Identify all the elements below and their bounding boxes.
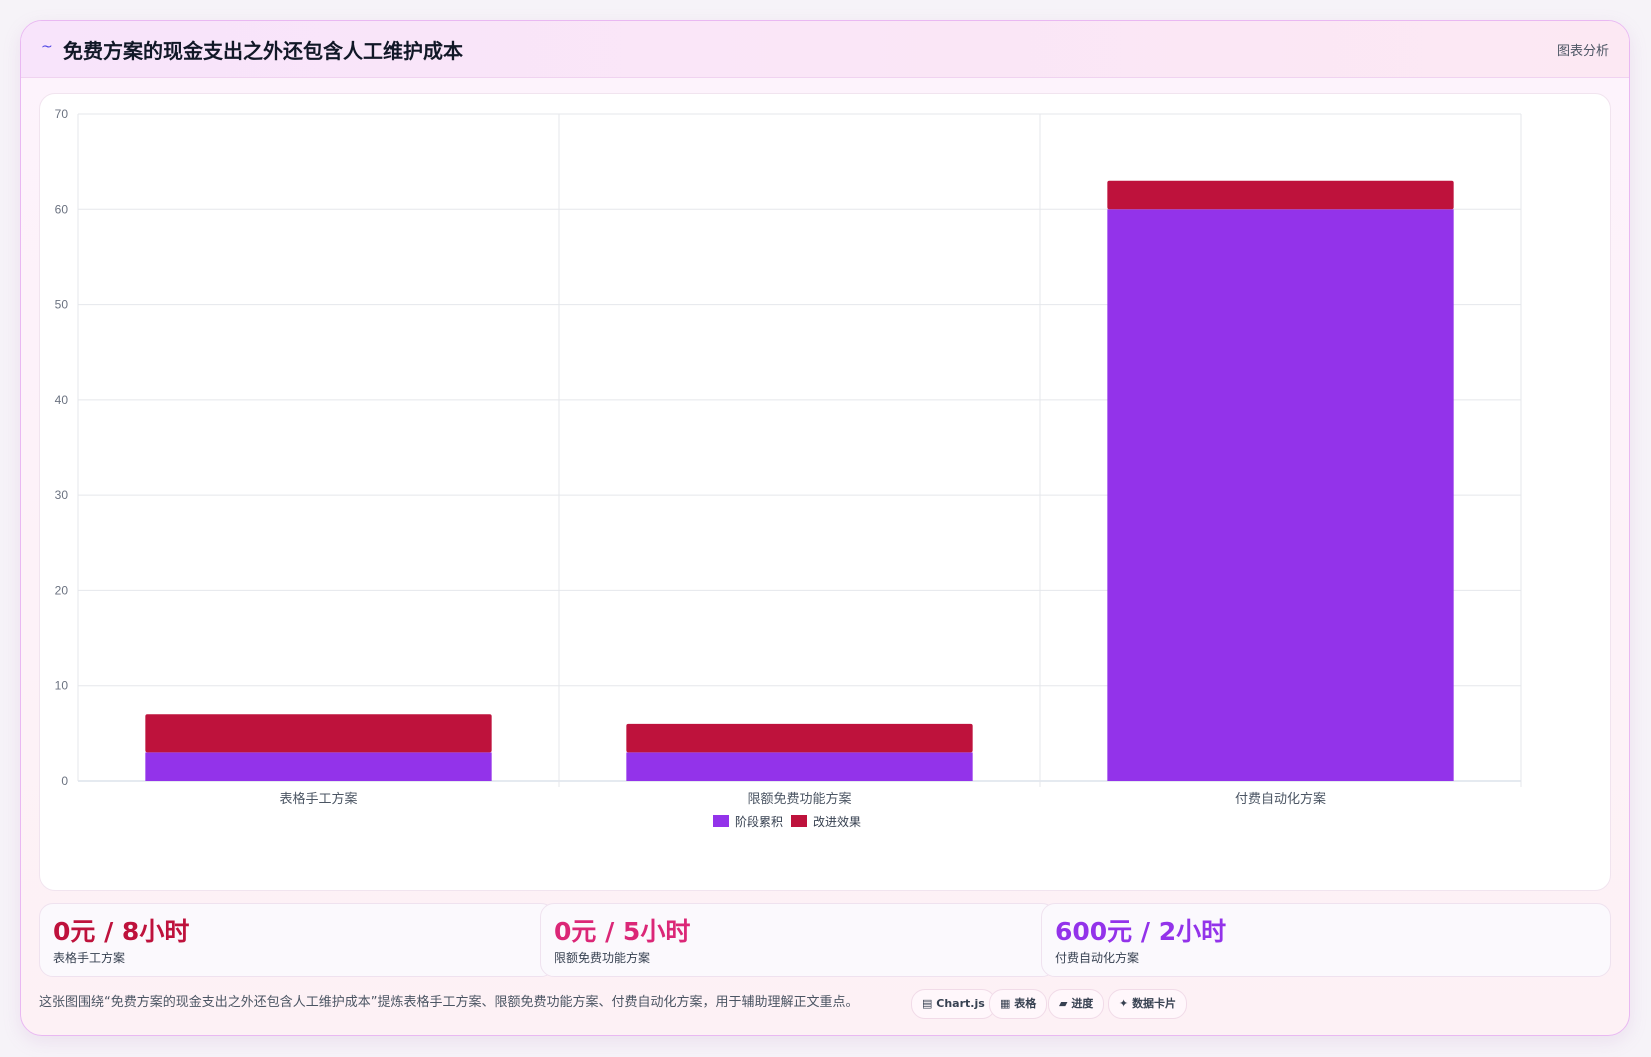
chip-label: Chart.js xyxy=(936,997,985,1010)
y-tick-label: 30 xyxy=(55,488,69,502)
legend-label: 阶段累积 xyxy=(735,814,783,829)
chip-data-card[interactable]: ✦ 数据卡片 xyxy=(1108,989,1188,1019)
chip-label: 进度 xyxy=(1071,997,1094,1010)
x-tick-label: 付费自动化方案 xyxy=(1235,791,1326,806)
chart-caption: 这张图围绕“免费方案的现金支出之外还包含人工维护成本”提炼表格手工方案、限额免费… xyxy=(39,995,859,1010)
chart-icon: ▤ xyxy=(922,997,933,1010)
page-title: 免费方案的现金支出之外还包含人工维护成本 xyxy=(63,39,463,63)
kpi-cards: 0元 / 8小时 表格手工方案 0元 / 5小时 限额免费功能方案 600元 /… xyxy=(39,903,1611,977)
y-tick-label: 40 xyxy=(55,393,69,407)
chart-panel: 0 10 20 30 40 50 60 70 表格手工方案 限额免费功能方案 付费自动化方案阶段累积… xyxy=(39,93,1611,891)
bar-improvement xyxy=(1107,180,1454,210)
bar-stage-cumulative xyxy=(1107,209,1454,781)
table-icon: ▦ xyxy=(1000,997,1011,1010)
chip-table[interactable]: ▦ 表格 xyxy=(989,989,1048,1019)
y-tick-label: 10 xyxy=(55,679,69,693)
kpi-value: 0元 / 5小时 xyxy=(554,917,691,946)
kpi-label: 付费自动化方案 xyxy=(1055,951,1140,965)
x-tick-label: 限额免费功能方案 xyxy=(747,791,851,806)
chip-progress[interactable]: ▰ 进度 xyxy=(1048,989,1105,1019)
legend-label: 改进效果 xyxy=(813,814,861,829)
bar-stage-cumulative xyxy=(626,752,973,781)
kpi-card-paid-automation: 600元 / 2小时 付费自动化方案 xyxy=(1041,903,1611,977)
bar-improvement xyxy=(145,714,492,753)
chip-chartjs[interactable]: ▤ Chart.js xyxy=(911,989,996,1019)
wave-icon: ~ xyxy=(41,39,53,55)
y-tick-label: 60 xyxy=(55,202,69,216)
kpi-value: 0元 / 8小时 xyxy=(53,917,190,946)
chart-card: ~ 免费方案的现金支出之外还包含人工维护成本 图表分析 0 10 20 30 40 50 6… xyxy=(20,20,1630,1036)
card-header: ~ 免费方案的现金支出之外还包含人工维护成本 图表分析 xyxy=(21,21,1629,78)
bar-chart: 0 10 20 30 40 50 60 70 表格手工方案 限额免费功能方案 付费自动化方案阶段累积… xyxy=(55,107,1522,829)
legend-swatch xyxy=(713,815,729,827)
legend-swatch xyxy=(791,815,807,827)
y-tick-label: 70 xyxy=(55,107,69,121)
kpi-card-spreadsheet: 0元 / 8小时 表格手工方案 xyxy=(39,903,555,977)
bar-improvement xyxy=(626,723,973,753)
y-tick-label: 20 xyxy=(55,583,69,597)
bar-stage-cumulative xyxy=(145,752,492,781)
chart-analysis-tag: 图表分析 xyxy=(1556,44,1609,59)
kpi-label: 表格手工方案 xyxy=(53,951,126,965)
chip-label: 数据卡片 xyxy=(1132,997,1177,1010)
progress-icon: ▰ xyxy=(1059,997,1068,1010)
x-tick-label: 表格手工方案 xyxy=(279,791,357,806)
kpi-card-free-tier: 0元 / 5小时 限额免费功能方案 xyxy=(540,903,1056,977)
y-tick-label: 50 xyxy=(55,298,69,312)
chip-label: 表格 xyxy=(1014,997,1037,1010)
kpi-value: 600元 / 2小时 xyxy=(1055,917,1227,946)
y-tick-label: 0 xyxy=(61,774,68,788)
sparkle-icon: ✦ xyxy=(1119,997,1129,1010)
kpi-label: 限额免费功能方案 xyxy=(554,951,651,965)
